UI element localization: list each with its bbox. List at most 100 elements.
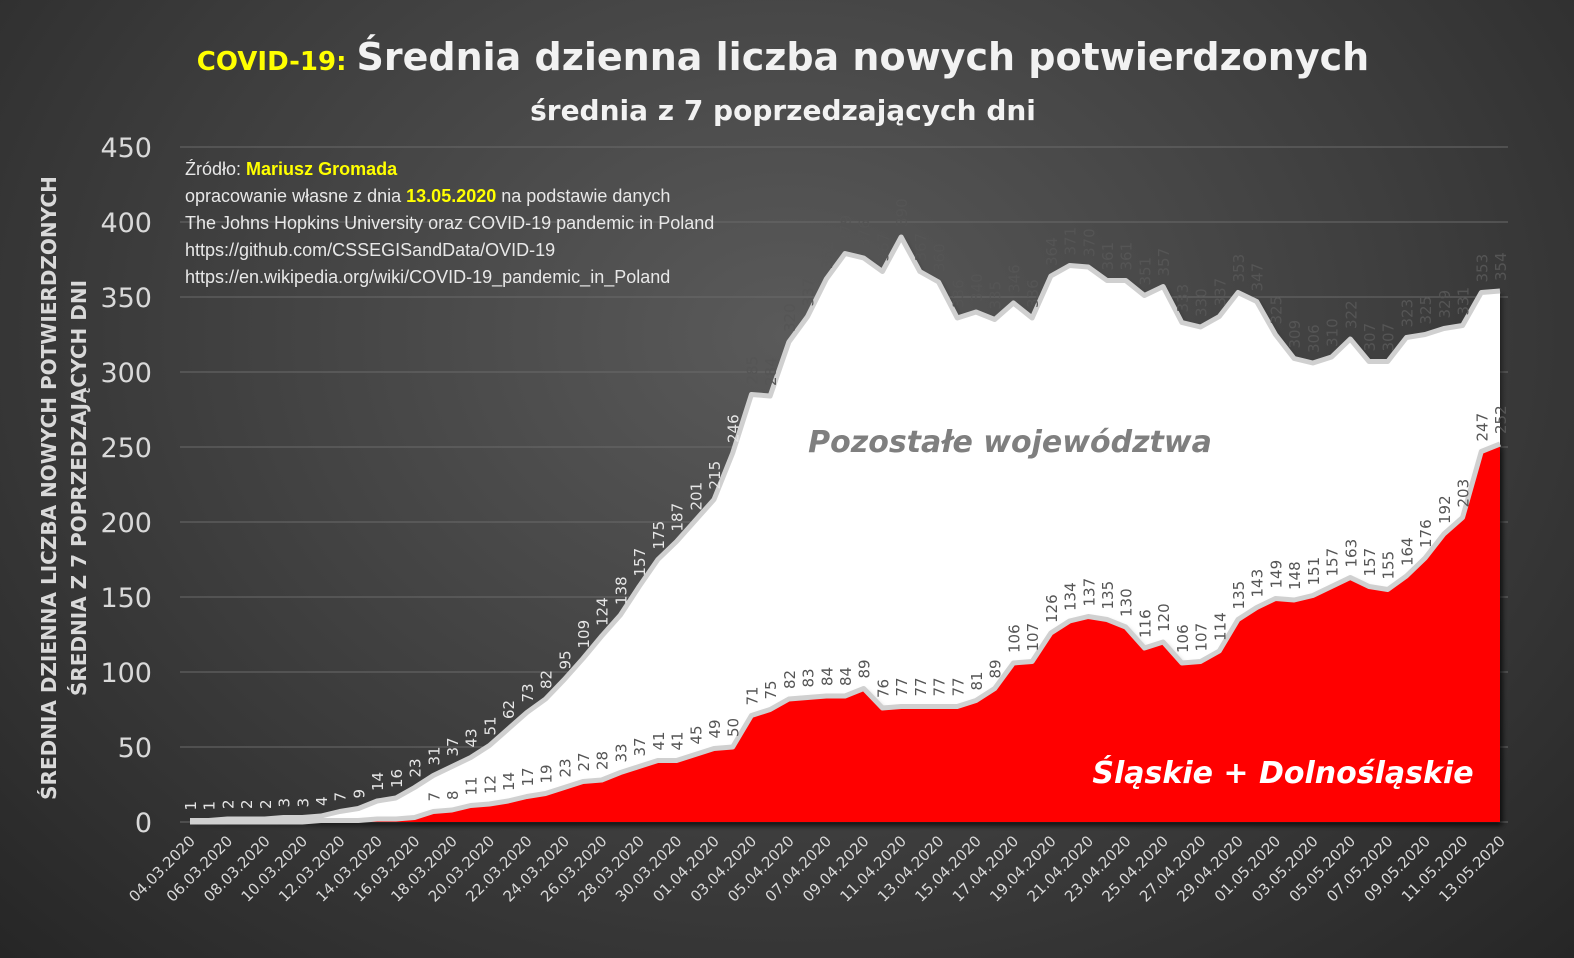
data-label: 62: [500, 700, 518, 719]
data-label: 109: [575, 620, 593, 649]
data-label: 362: [818, 240, 836, 269]
data-label: 310: [1324, 318, 1342, 347]
data-label: 106: [1174, 624, 1192, 653]
data-label: 192: [1436, 495, 1454, 524]
data-label: 309: [1286, 320, 1304, 349]
source-line2a: opracowanie własne z dnia: [185, 186, 402, 206]
data-label: 11: [463, 776, 481, 795]
source-note: Źródło: Mariusz Gromada opracowanie włas…: [185, 159, 714, 288]
data-label: 73: [519, 683, 537, 702]
data-label: 50: [725, 718, 743, 737]
data-label: 322: [1342, 300, 1360, 329]
data-label: 17: [519, 767, 537, 786]
data-label: 346: [1005, 264, 1023, 293]
data-label: 364: [1043, 237, 1061, 266]
data-label: 361: [1099, 242, 1117, 271]
data-label: 41: [650, 731, 668, 750]
x-ticks: 04.03.202006.03.202008.03.202010.03.2020…: [125, 832, 1508, 905]
data-label: 23: [556, 758, 574, 777]
data-label: 77: [893, 677, 911, 696]
data-label: 376: [856, 219, 874, 248]
data-label: 357: [1155, 248, 1173, 277]
svg-text:Źródło: Mariusz Gromada: Źródło: Mariusz Gromada: [185, 159, 398, 179]
data-label: 379: [837, 215, 855, 244]
data-label: 252: [1492, 405, 1510, 434]
data-label: 106: [1005, 624, 1023, 653]
data-label: 77: [949, 677, 967, 696]
data-label: 134: [1062, 582, 1080, 611]
source-line4: https://github.com/CSSEGISandData/OVID-1…: [185, 240, 555, 260]
y-tick-label: 300: [100, 358, 152, 389]
data-label: 330: [1193, 288, 1211, 317]
data-label: 114: [1211, 612, 1229, 641]
data-label: 4: [313, 796, 331, 806]
data-label: 1: [201, 801, 219, 811]
data-label: 331: [1455, 287, 1473, 316]
data-label: 135: [1099, 581, 1117, 610]
data-label: 8: [444, 790, 462, 800]
data-label: 176: [1417, 519, 1435, 548]
data-label: 76: [874, 679, 892, 698]
data-label: 148: [1286, 561, 1304, 590]
data-label: 126: [1043, 594, 1061, 623]
data-label: 2: [238, 799, 256, 809]
data-label: 82: [538, 670, 556, 689]
areas: [190, 234, 1501, 825]
data-label: 120: [1155, 603, 1173, 632]
data-label: 28: [594, 751, 612, 770]
data-label: 77: [931, 677, 949, 696]
data-label: 84: [818, 667, 836, 686]
y-ticks: 0 50 100 150 200 250 300 350 400 450: [100, 133, 152, 839]
data-label: 19: [538, 764, 556, 783]
data-label: 3: [294, 798, 312, 808]
data-label: 335: [987, 281, 1005, 310]
data-label: 2: [219, 799, 237, 809]
data-label: 116: [1136, 609, 1154, 638]
data-label: 340: [968, 273, 986, 302]
data-label: 14: [369, 772, 387, 791]
data-label: 347: [1249, 263, 1267, 292]
data-label: 361: [1118, 242, 1136, 271]
data-label: 33: [612, 743, 630, 762]
data-label: 124: [594, 597, 612, 626]
y-tick-label: 50: [118, 733, 152, 764]
data-label: 95: [556, 650, 574, 669]
data-label: 2: [257, 799, 275, 809]
y-tick-label: 250: [100, 433, 152, 464]
y-tick-label: 400: [100, 208, 152, 239]
data-label: 215: [706, 461, 724, 490]
chart-subtitle: średnia z 7 poprzedzających dni: [530, 94, 1036, 127]
data-label: 336: [1024, 279, 1042, 308]
data-label: 49: [706, 719, 724, 738]
data-label: 307: [1380, 323, 1398, 352]
data-label: 37: [444, 737, 462, 756]
data-label: 371: [1062, 227, 1080, 256]
data-label: 82: [781, 670, 799, 689]
line-silesia: [190, 441, 1501, 825]
svg-text:opracowanie własne z dnia 13.0: opracowanie własne z dnia 13.05.2020 na …: [185, 186, 670, 206]
data-label: 43: [463, 728, 481, 747]
title-main: Średnia dzienna liczba nowych potwierdzo…: [357, 35, 1370, 79]
data-label: 84: [837, 667, 855, 686]
data-label: 323: [1398, 299, 1416, 328]
data-label: 157: [1361, 548, 1379, 577]
data-label: 75: [762, 680, 780, 699]
data-label: 3: [276, 798, 294, 808]
data-label: 284: [762, 357, 780, 386]
data-label: 130: [1118, 588, 1136, 617]
data-label: 163: [1342, 539, 1360, 568]
data-label: 41: [669, 731, 687, 750]
data-label: 89: [987, 659, 1005, 678]
data-label: 370: [1080, 228, 1098, 257]
y-tick-label: 150: [100, 583, 152, 614]
data-label: 246: [725, 414, 743, 443]
data-label: 12: [481, 775, 499, 794]
line-other-voivodeships: [190, 234, 1501, 823]
data-label: 137: [1080, 578, 1098, 607]
y-tick-label: 100: [100, 658, 152, 689]
data-label: 155: [1380, 551, 1398, 580]
data-label: 367: [874, 233, 892, 262]
data-label: 31: [425, 746, 443, 765]
data-label: 107: [1024, 623, 1042, 652]
data-label: 23: [407, 758, 425, 777]
